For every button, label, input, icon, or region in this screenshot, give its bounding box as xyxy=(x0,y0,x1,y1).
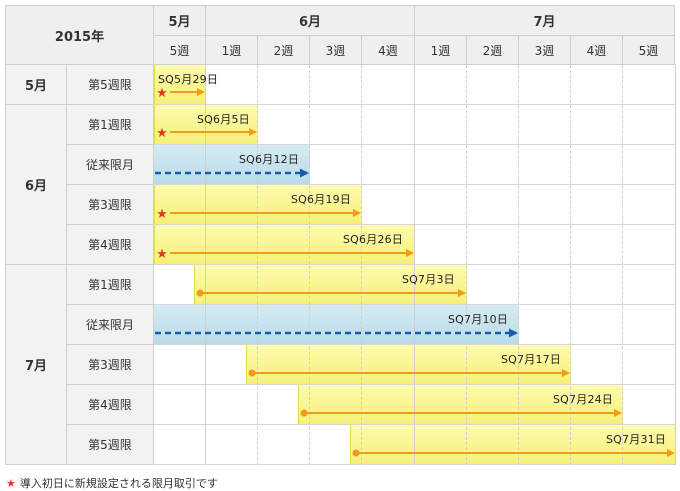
month-label: 7月 xyxy=(533,15,556,30)
week-header: 3週 xyxy=(518,35,571,65)
week-label: 4週 xyxy=(586,43,607,58)
period-bar xyxy=(154,145,310,184)
row-label-text: 第5週限 xyxy=(88,78,132,92)
sq-date-label: SQ7月17日 xyxy=(501,353,562,366)
footnote-text: 導入初日に新規設定される限月取引です xyxy=(19,477,218,490)
footnote: ★ 導入初日に新規設定される限月取引です xyxy=(6,475,218,491)
column-divider xyxy=(361,65,362,465)
period-bar xyxy=(298,385,623,424)
column-divider xyxy=(309,65,310,465)
column-divider xyxy=(414,65,415,465)
week-label: 5週 xyxy=(169,43,190,58)
row-label: 第5週限 xyxy=(66,424,154,465)
week-header: 2週 xyxy=(257,35,310,65)
period-bar xyxy=(194,265,467,304)
column-divider xyxy=(675,65,676,465)
period-bar xyxy=(154,105,258,144)
new-contract-star-icon: ★ xyxy=(156,86,168,101)
column-divider xyxy=(257,65,258,465)
row-label: 第1週限 xyxy=(66,264,154,305)
group-text: 5月 xyxy=(24,79,48,94)
row-label: 従来限月 xyxy=(66,144,154,185)
group-text: 7月 xyxy=(24,359,48,374)
sq-date-label: SQ7月10日 xyxy=(448,313,509,326)
row-label-text: 第1週限 xyxy=(88,278,132,292)
month-label: 5月 xyxy=(168,15,191,30)
row-label: 第3週限 xyxy=(66,184,154,225)
week-header: 4週 xyxy=(361,35,415,65)
period-bar xyxy=(154,305,519,344)
period-bar xyxy=(154,185,362,224)
period-bar xyxy=(154,225,415,264)
period-bar xyxy=(154,65,206,104)
new-contract-star-icon: ★ xyxy=(156,207,168,222)
month-header-june: 6月 xyxy=(205,5,415,36)
column-divider xyxy=(518,65,519,465)
week-header: 1週 xyxy=(414,35,467,65)
new-contract-star-icon: ★ xyxy=(156,126,168,141)
period-bar xyxy=(350,425,675,464)
sq-date-label: SQ6月5日 xyxy=(197,113,250,126)
row-label-text: 従来限月 xyxy=(85,318,134,332)
year-label: 2015年 xyxy=(54,29,105,45)
week-header: 5週 xyxy=(153,35,206,65)
row-label-text: 第5週限 xyxy=(88,438,132,452)
week-header: 3週 xyxy=(309,35,362,65)
row-label: 第5週限 xyxy=(66,64,154,105)
new-contract-star-icon: ★ xyxy=(6,477,16,490)
week-label: 2週 xyxy=(273,43,294,58)
row-label-text: 従来限月 xyxy=(85,158,134,172)
group-text: 6月 xyxy=(24,179,48,194)
week-header: 2週 xyxy=(466,35,519,65)
week-label: 3週 xyxy=(325,43,346,58)
group-label-july: 7月 xyxy=(5,264,67,465)
column-divider xyxy=(205,65,206,465)
sq-date-label: SQ6月12日 xyxy=(239,153,300,166)
month-label: 6月 xyxy=(298,15,322,30)
period-bar xyxy=(246,345,571,384)
sq-date-label: SQ5月29日 xyxy=(158,73,219,86)
row-label: 第4週限 xyxy=(66,384,154,425)
week-label: 4週 xyxy=(378,43,398,58)
row-label-text: 第4週限 xyxy=(88,238,132,252)
week-label: 1週 xyxy=(430,43,451,58)
week-label: 3週 xyxy=(534,43,555,58)
row-label: 第4週限 xyxy=(66,224,154,265)
column-divider xyxy=(622,65,623,465)
new-contract-star-icon: ★ xyxy=(156,247,168,262)
row-label-text: 第1週限 xyxy=(88,118,132,132)
sq-date-label: SQ6月26日 xyxy=(343,233,404,246)
week-label: 5週 xyxy=(638,43,659,58)
sq-date-label: SQ7月31日 xyxy=(606,433,667,446)
week-label: 1週 xyxy=(221,43,242,58)
week-label: 2週 xyxy=(482,43,503,58)
week-header: 4週 xyxy=(570,35,623,65)
sq-date-label: SQ6月19日 xyxy=(291,193,352,206)
row-label-text: 第4週限 xyxy=(88,398,132,412)
column-divider xyxy=(570,65,571,465)
week-header: 5週 xyxy=(622,35,675,65)
sq-date-label: SQ7月3日 xyxy=(402,273,455,286)
row-label-text: 第3週限 xyxy=(88,358,132,372)
sq-date-label: SQ7月24日 xyxy=(553,393,614,406)
column-divider xyxy=(466,65,467,465)
row-label-text: 第3週限 xyxy=(88,198,132,212)
row-label: 従来限月 xyxy=(66,304,154,345)
year-header: 2015年 xyxy=(5,5,154,65)
